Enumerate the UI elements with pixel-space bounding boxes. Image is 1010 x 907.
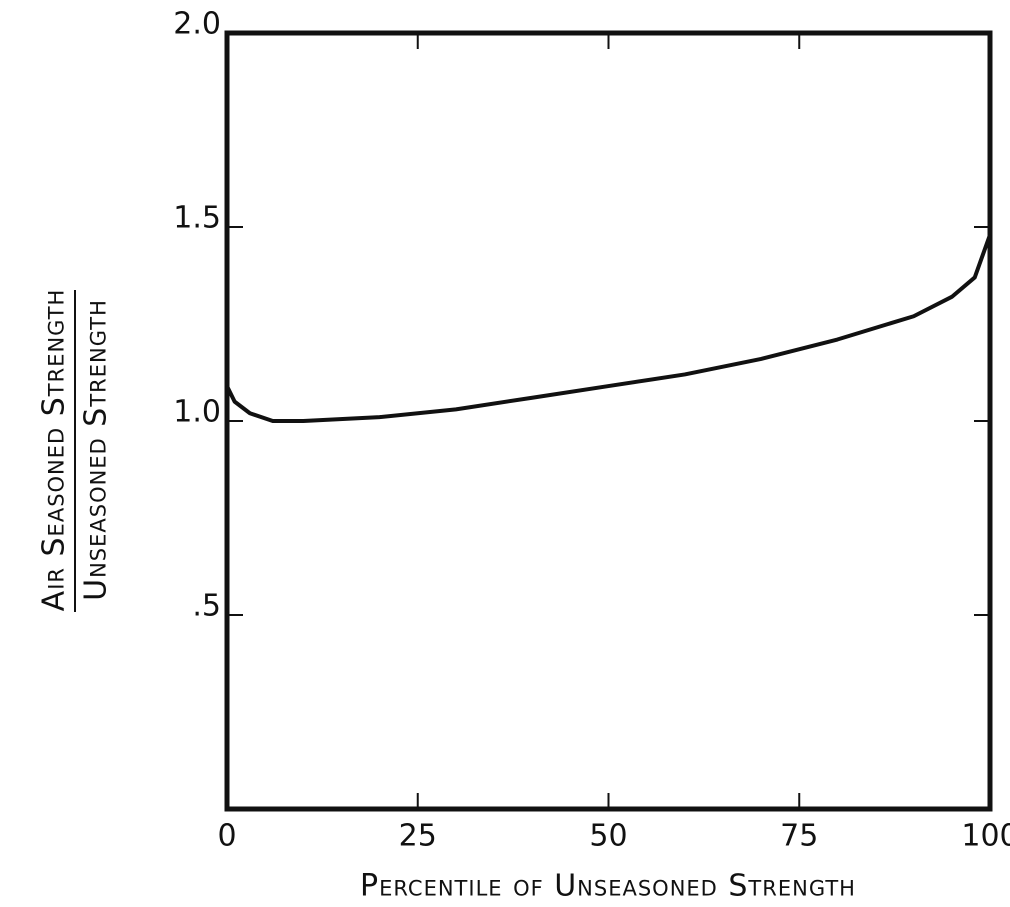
y-tick-label: 1.5 — [173, 201, 221, 236]
line-series — [225, 234, 992, 423]
y-tick-label: 2.0 — [173, 7, 221, 42]
y-axis-label-denominator: Unseasoned Strength — [79, 299, 114, 601]
y-axis-label-numerator: Air Seasoned Strength — [37, 289, 72, 612]
x-axis-label: Percentile of Unseasoned Strength — [360, 869, 856, 904]
x-tick-label: 50 — [589, 819, 627, 854]
x-tick-label: 25 — [399, 819, 437, 854]
x-tick-label: 100 — [961, 819, 1010, 854]
x-tick-label: 0 — [217, 819, 236, 854]
y-tick-label: 1.0 — [173, 395, 221, 430]
x-tick-label: 75 — [780, 819, 818, 854]
y-tick-label: .5 — [192, 589, 221, 624]
